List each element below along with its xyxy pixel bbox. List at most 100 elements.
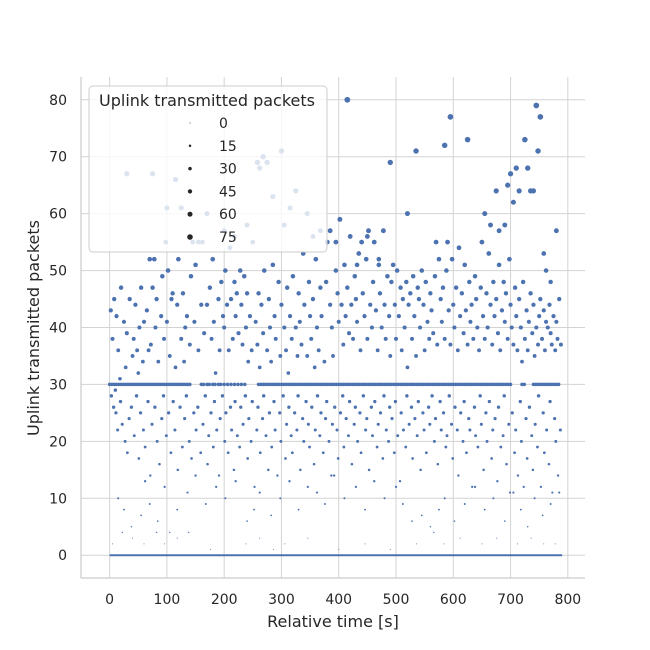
y-tick-label: 40 <box>49 321 67 337</box>
data-point <box>527 526 529 528</box>
data-point <box>306 485 309 489</box>
data-point <box>356 251 362 256</box>
data-point <box>270 514 273 517</box>
data-point <box>131 336 136 341</box>
data-point <box>199 302 204 307</box>
data-point <box>278 411 282 415</box>
data-point <box>306 279 312 285</box>
data-point <box>426 405 431 409</box>
data-point <box>267 468 270 472</box>
data-point <box>279 439 283 443</box>
data-point <box>522 485 525 489</box>
data-point <box>293 325 298 330</box>
data-point <box>114 314 119 319</box>
data-point <box>124 331 129 336</box>
legend-marker <box>188 166 192 171</box>
data-point <box>338 411 343 415</box>
legend-marker <box>187 211 193 217</box>
data-point <box>411 457 414 460</box>
data-point <box>543 543 545 545</box>
data-point <box>169 451 173 455</box>
data-point <box>109 394 114 398</box>
data-point <box>148 342 153 347</box>
data-point <box>224 411 228 415</box>
data-point <box>278 354 283 358</box>
data-point <box>138 285 144 290</box>
data-point <box>492 314 497 319</box>
data-point <box>220 314 226 319</box>
data-point <box>270 445 274 449</box>
data-point <box>327 439 331 443</box>
data-point <box>341 394 345 398</box>
data-point <box>508 302 513 307</box>
data-point <box>449 256 455 262</box>
data-point <box>537 114 544 120</box>
data-point <box>485 325 490 330</box>
data-point <box>375 445 379 449</box>
data-point <box>556 382 561 387</box>
data-point <box>472 274 478 279</box>
data-point <box>265 348 270 353</box>
data-point <box>156 359 161 364</box>
data-point <box>548 399 552 404</box>
data-point <box>138 411 143 415</box>
data-point <box>545 325 550 330</box>
data-point <box>241 274 247 279</box>
data-point <box>558 491 561 494</box>
data-point <box>484 291 489 296</box>
data-point <box>302 439 306 443</box>
data-point <box>432 439 436 443</box>
data-point <box>244 291 250 296</box>
data-point <box>350 462 354 466</box>
data-point <box>510 411 514 415</box>
data-point <box>194 474 197 477</box>
data-point <box>201 422 205 426</box>
data-point <box>228 296 234 302</box>
data-point <box>220 394 225 398</box>
legend-marker <box>189 122 191 124</box>
data-point <box>467 417 471 421</box>
data-point <box>530 434 534 438</box>
data-point <box>499 308 505 313</box>
data-point <box>118 376 122 381</box>
data-point <box>282 325 287 330</box>
data-point <box>471 336 476 341</box>
data-point <box>184 314 190 319</box>
data-point <box>452 325 457 330</box>
data-point <box>415 434 419 438</box>
data-point <box>319 411 323 415</box>
data-point <box>127 417 131 421</box>
x-tick-labels: 0 100 200 300 400 500 600 700 800 <box>105 592 581 608</box>
data-point <box>188 531 190 534</box>
data-point <box>382 302 387 307</box>
data-point <box>302 302 307 307</box>
data-point <box>243 394 248 398</box>
data-point <box>143 543 145 545</box>
data-point <box>161 394 166 398</box>
data-point <box>272 399 276 404</box>
data-point <box>183 325 188 330</box>
data-point <box>253 508 255 511</box>
data-point <box>381 457 385 460</box>
data-point <box>459 537 461 539</box>
data-point <box>364 233 370 239</box>
data-point <box>256 405 260 409</box>
data-point <box>445 434 449 438</box>
data-point <box>284 348 288 353</box>
data-point <box>226 451 230 455</box>
data-point <box>116 428 120 432</box>
data-point <box>331 354 335 358</box>
data-point <box>360 291 365 296</box>
data-point <box>143 445 147 449</box>
data-point <box>249 348 254 353</box>
data-point <box>284 285 290 290</box>
data-point <box>140 359 145 364</box>
data-point <box>396 314 401 319</box>
data-point <box>421 302 426 307</box>
data-point <box>542 451 546 455</box>
legend-box <box>88 85 328 253</box>
data-point <box>257 365 262 370</box>
data-point <box>261 268 267 273</box>
data-point <box>335 428 339 432</box>
data-point <box>199 451 203 455</box>
